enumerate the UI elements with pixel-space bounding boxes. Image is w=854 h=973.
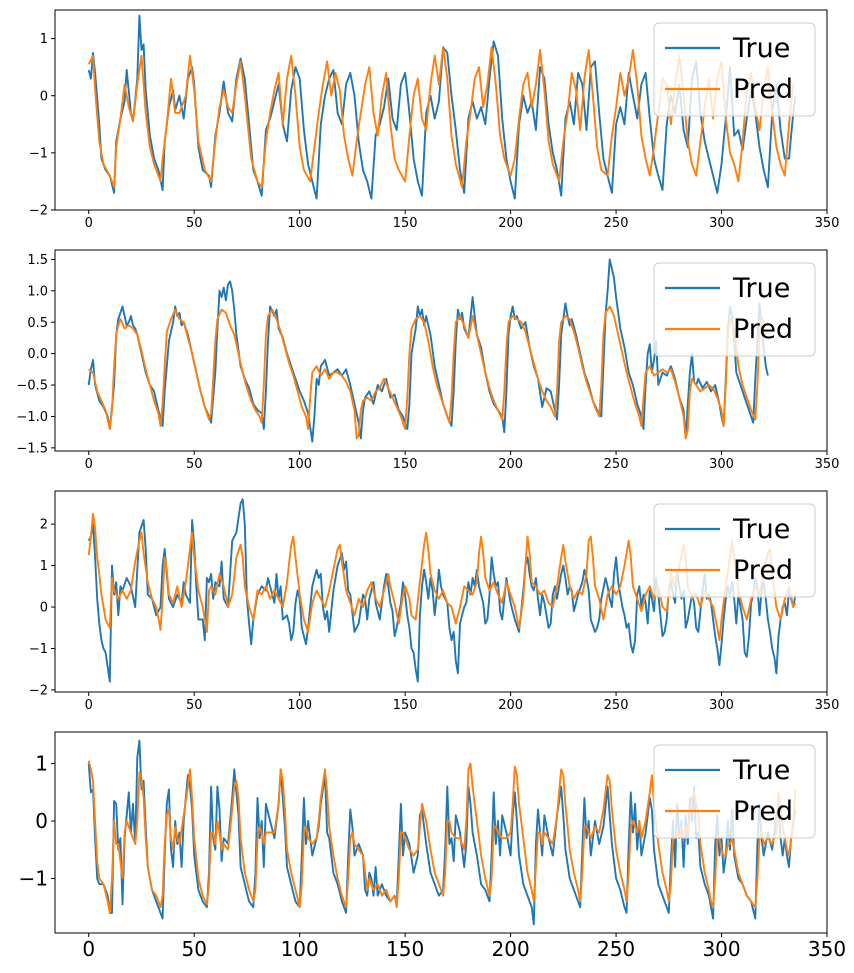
series-line-pred — [88, 305, 767, 440]
x-tick-label: 350 — [815, 698, 840, 713]
legend: True Pred — [653, 503, 816, 598]
x-tick-label: 300 — [709, 216, 734, 231]
subplot-2: 0 50 100 150 200 250 300 350 −1.5 −1.0 −0.5 0.0 0.5 1… — [16, 249, 840, 472]
subplot-3: 0 50 100 150 200 250 300 350 −2 −1 0 1 2 True Pred — [29, 490, 840, 713]
x-tick-label: 50 — [186, 698, 203, 713]
x-tick-label: 100 — [281, 937, 319, 961]
legend-label-true: True — [732, 33, 790, 64]
x-tick-label: 300 — [709, 698, 734, 713]
axes-frame — [54, 731, 828, 934]
x-tick-label: 0 — [85, 457, 93, 472]
subplot-4: 0 50 100 150 200 250 300 350 −1 0 1 True Pred — [19, 731, 846, 961]
x-tick-label: 150 — [386, 937, 424, 961]
x-tick-label: 0 — [85, 216, 93, 231]
legend-frame — [653, 503, 816, 598]
y-tick-label: 0.0 — [27, 347, 48, 362]
y-tick-label: 0 — [35, 809, 48, 833]
y-tick-label: 1 — [40, 32, 48, 47]
x-tick-label: 150 — [393, 216, 418, 231]
x-tick-label: 100 — [287, 457, 312, 472]
x-tick-label: 200 — [498, 216, 523, 231]
legend-label-true: True — [732, 755, 790, 786]
x-tick-label: 200 — [498, 457, 523, 472]
subplot-1: 0 50 100 150 200 250 300 350 −2 −1 0 1 True Pred — [29, 9, 840, 231]
axes-frame — [54, 490, 828, 693]
x-tick-label: 250 — [604, 457, 629, 472]
y-tick-label: −0.5 — [16, 379, 48, 394]
y-tick-label: 0 — [40, 89, 48, 104]
legend-frame — [653, 22, 816, 117]
x-tick-label: 250 — [597, 937, 635, 961]
x-tick-label: 150 — [393, 457, 418, 472]
x-tick-label: 50 — [186, 457, 203, 472]
x-tick-label: 250 — [604, 698, 629, 713]
y-tick-label: 1.5 — [27, 253, 48, 268]
x-tick-label: 0 — [85, 698, 93, 713]
x-tick-label: 0 — [82, 937, 95, 961]
x-tick-label: 50 — [186, 216, 203, 231]
y-tick-label: 2 — [40, 518, 48, 533]
y-tick-label: 0.5 — [27, 316, 48, 331]
y-tick-label: 1.0 — [27, 284, 48, 299]
x-tick-label: 200 — [498, 698, 523, 713]
y-tick-label: −1.5 — [16, 441, 48, 456]
x-tick-label: 300 — [702, 937, 740, 961]
y-tick-label: 0 — [40, 601, 48, 616]
y-tick-label: −2 — [29, 683, 48, 698]
legend-frame — [653, 744, 816, 839]
x-tick-label: 300 — [709, 457, 734, 472]
axes-frame — [54, 249, 828, 452]
x-tick-label: 350 — [808, 937, 846, 961]
legend: True Pred — [653, 744, 816, 839]
legend-label-pred: Pred — [733, 314, 793, 345]
x-tick-label: 50 — [181, 937, 206, 961]
y-tick-label: −1.0 — [16, 410, 48, 425]
x-tick-label: 200 — [492, 937, 530, 961]
y-tick-label: −1 — [19, 866, 48, 890]
x-tick-label: 350 — [815, 216, 840, 231]
legend-label-pred: Pred — [733, 555, 793, 586]
axes-frame — [54, 9, 828, 211]
y-tick-label: −1 — [29, 146, 48, 161]
y-tick-label: −2 — [29, 204, 48, 219]
x-tick-label: 250 — [604, 216, 629, 231]
legend: True Pred — [653, 22, 816, 117]
x-tick-label: 100 — [287, 216, 312, 231]
legend-label-pred: Pred — [733, 74, 793, 105]
legend-frame — [653, 262, 816, 357]
y-tick-label: 1 — [35, 752, 48, 776]
y-tick-label: 1 — [40, 559, 48, 574]
legend-label-pred: Pred — [733, 796, 793, 827]
legend: True Pred — [653, 262, 816, 357]
x-tick-label: 150 — [393, 698, 418, 713]
x-tick-label: 100 — [287, 698, 312, 713]
legend-label-true: True — [732, 273, 790, 304]
x-tick-label: 350 — [815, 457, 840, 472]
y-tick-label: −1 — [29, 642, 48, 657]
legend-label-true: True — [732, 514, 790, 545]
